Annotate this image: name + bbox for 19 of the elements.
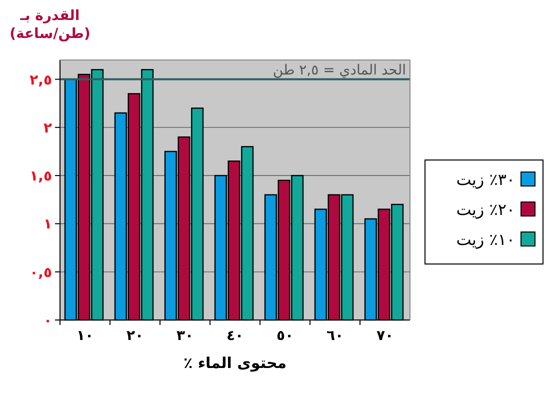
y-axis-title: القدرة بـ (طن/ساعة): [10, 8, 90, 42]
legend-label: ٣٠٪ زيت: [456, 170, 515, 189]
legend-label: ١٠٪ زيت: [456, 230, 515, 249]
x-tick-label: ٢٠: [126, 328, 144, 344]
y-tick-label: ٢,٥: [30, 72, 52, 88]
ref-line-label: الحد المادي = ٢,٥ طن: [272, 62, 406, 78]
y-tick-label: ٠: [43, 313, 52, 329]
y-tick-label: ١: [43, 216, 52, 233]
x-tick-label: ٦٠: [326, 328, 344, 344]
x-tick-label: ٧٠: [376, 328, 394, 344]
y-tick-label: ٢: [43, 120, 52, 136]
x-tick-label: ٤٠: [226, 328, 244, 344]
x-tick-label: ٥٠: [276, 328, 294, 344]
y-tick-label: ٠,٥: [30, 264, 52, 281]
legend-label: ٢٠٪ زيت: [456, 200, 515, 219]
x-tick-label: ٣٠: [176, 328, 194, 344]
x-axis-title: محتوى الماء ٪: [183, 354, 287, 372]
x-tick-label: ١٠: [76, 328, 94, 344]
y-tick-label: ١,٥: [30, 168, 52, 185]
